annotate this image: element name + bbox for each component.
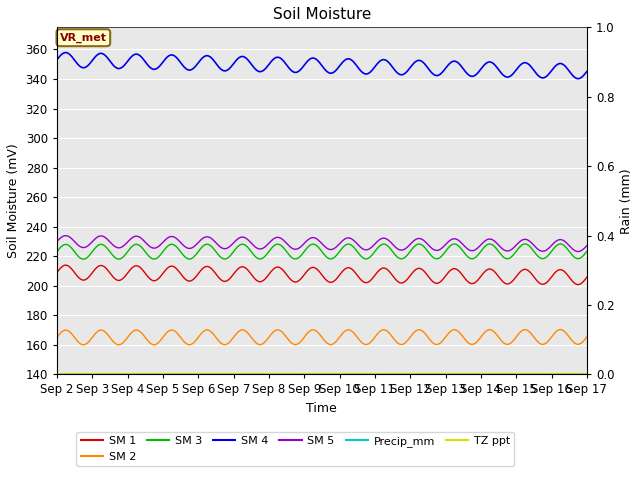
Text: VR_met: VR_met xyxy=(60,33,107,43)
Legend: SM 1, SM 2, SM 3, SM 4, SM 5, Precip_mm, TZ ppt: SM 1, SM 2, SM 3, SM 4, SM 5, Precip_mm,… xyxy=(76,432,515,466)
Y-axis label: Soil Moisture (mV): Soil Moisture (mV) xyxy=(7,144,20,258)
Title: Soil Moisture: Soil Moisture xyxy=(273,7,371,22)
X-axis label: Time: Time xyxy=(307,402,337,415)
Y-axis label: Rain (mm): Rain (mm) xyxy=(620,168,633,234)
